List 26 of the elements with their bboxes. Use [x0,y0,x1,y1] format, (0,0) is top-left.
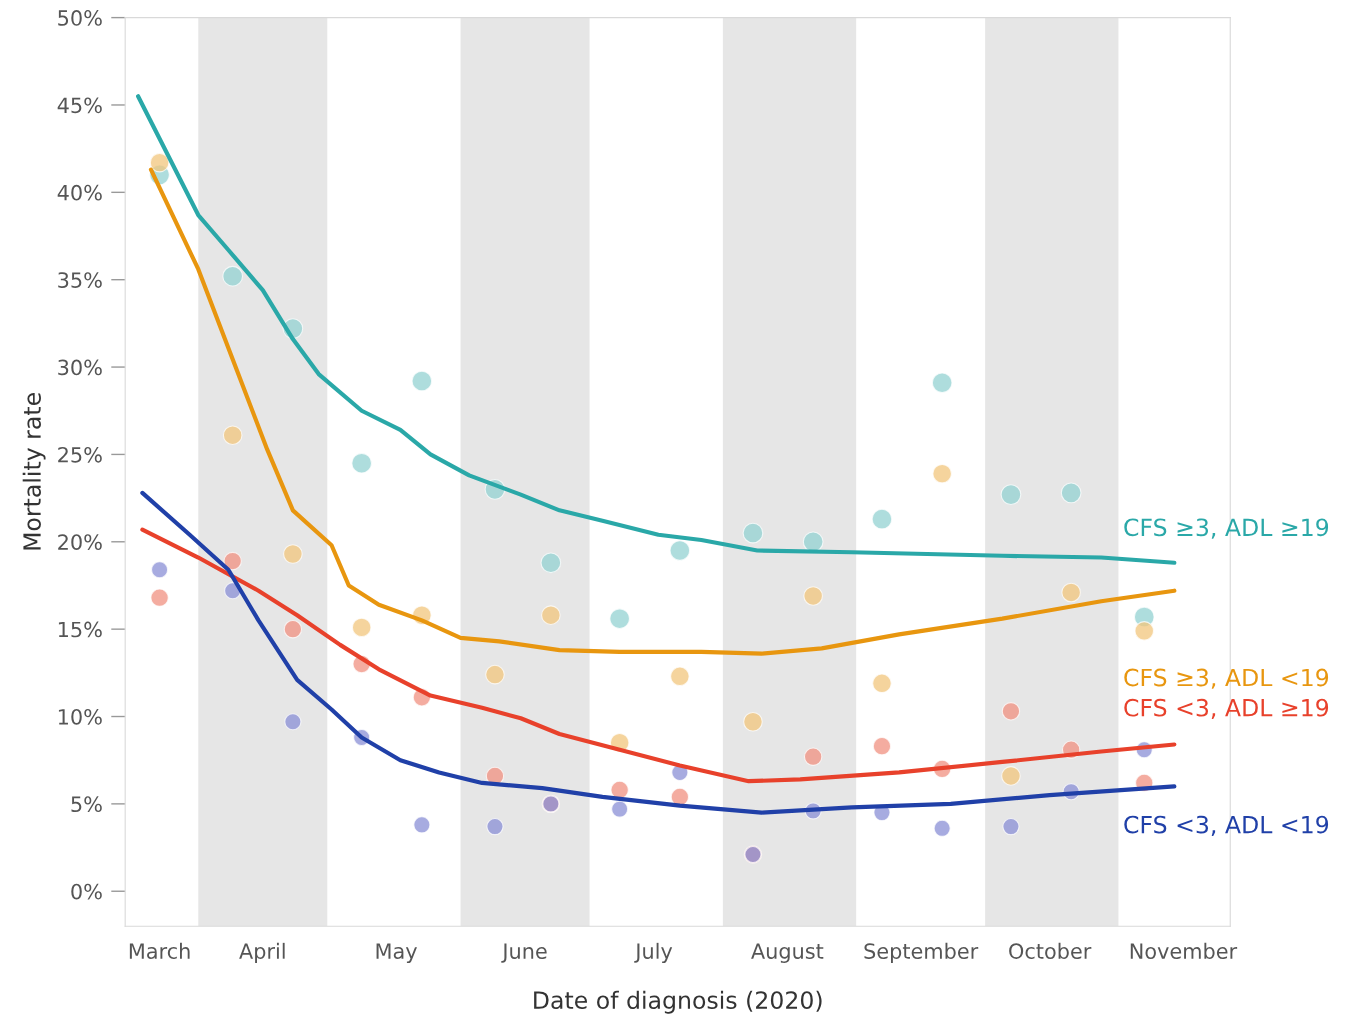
x-tick-label: September [864,942,979,964]
x-axis-title: Date of diagnosis (2020) [534,990,822,1014]
x-tick-label: July [634,942,673,964]
y-axis-title: Mortality rate [22,393,46,550]
series-label: CFS ≥3, ADL ≥19 [1124,518,1329,539]
x-tick-label: May [376,943,417,964]
text: CFS ≥3, ADL <19 [1124,668,1329,689]
series-label: CFS <3, ADL <19 [1124,815,1329,836]
series-label: CFS <3, ADL ≥19 [1124,698,1329,720]
y-tick-label: 45% [57,97,102,114]
y-tick-label: 0% [71,883,102,900]
y-tick-label: 50% [58,10,102,26]
y-tick-label: 30% [58,359,102,376]
y-tick-label: 5% [71,796,102,813]
x-tick-label: June [501,943,547,963]
y-tick-label: 15% [58,621,102,638]
y-tick-label: 25% [58,446,102,463]
x-tick-label: March [129,942,190,959]
x-tick-label: November [1130,942,1238,959]
x-tick-label: April [239,942,285,964]
x-tick-label: October [1009,942,1092,959]
y-tick-label: 40% [57,184,102,201]
y-tick-label: 10% [58,708,102,725]
y-tick-label: 35% [58,272,102,288]
x-tick-label: August [751,943,824,964]
y-tick-label: 20% [58,534,102,550]
